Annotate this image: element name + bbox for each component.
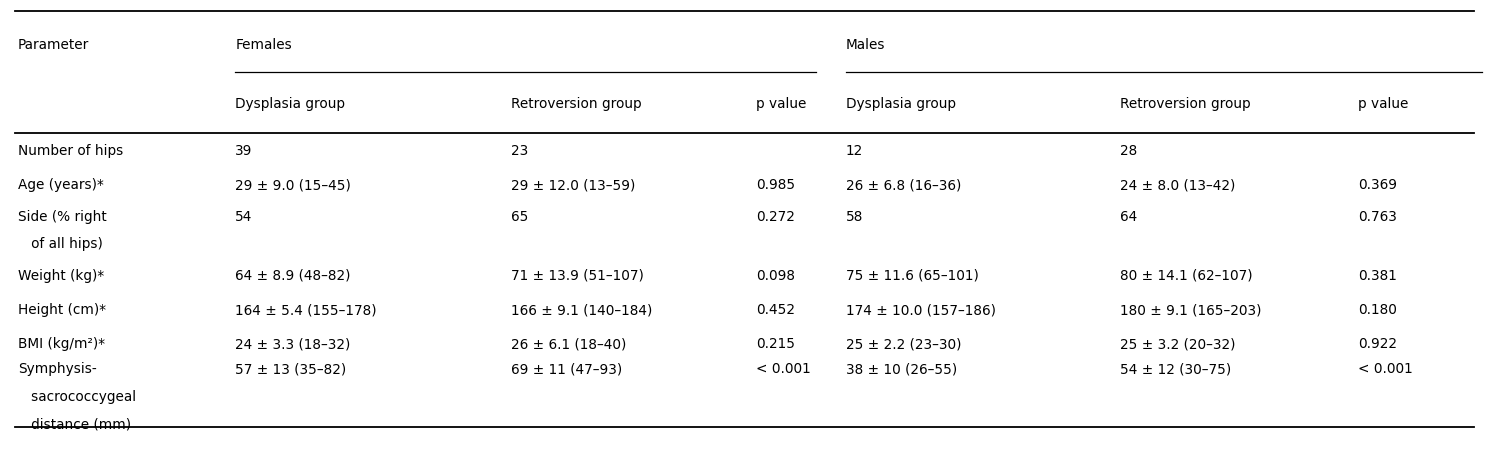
Text: Parameter: Parameter	[18, 38, 89, 52]
Text: < 0.001: < 0.001	[756, 361, 812, 376]
Text: 166 ± 9.1 (140–184): 166 ± 9.1 (140–184)	[511, 302, 652, 317]
Text: 38 ± 10 (26–55): 38 ± 10 (26–55)	[846, 361, 957, 376]
Text: Height (cm)*: Height (cm)*	[18, 302, 106, 317]
Text: 23: 23	[511, 143, 529, 158]
Text: Symphysis-: Symphysis-	[18, 361, 97, 376]
Text: BMI (kg/m²)*: BMI (kg/m²)*	[18, 337, 104, 351]
Text: Retroversion group: Retroversion group	[511, 97, 642, 111]
Text: 0.381: 0.381	[1358, 268, 1397, 282]
Text: 39: 39	[235, 143, 253, 158]
Text: Dysplasia group: Dysplasia group	[846, 97, 956, 111]
Text: 164 ± 5.4 (155–178): 164 ± 5.4 (155–178)	[235, 302, 377, 317]
Text: 24 ± 3.3 (18–32): 24 ± 3.3 (18–32)	[235, 337, 350, 351]
Text: < 0.001: < 0.001	[1358, 361, 1413, 376]
Text: Side (% right: Side (% right	[18, 209, 107, 223]
Text: 0.369: 0.369	[1358, 178, 1397, 192]
Text: 0.922: 0.922	[1358, 337, 1397, 351]
Text: 0.180: 0.180	[1358, 302, 1397, 317]
Text: 75 ± 11.6 (65–101): 75 ± 11.6 (65–101)	[846, 268, 978, 282]
Text: 65: 65	[511, 209, 529, 223]
Text: Weight (kg)*: Weight (kg)*	[18, 268, 104, 282]
Text: Retroversion group: Retroversion group	[1120, 97, 1251, 111]
Text: Females: Females	[235, 38, 292, 52]
Text: 29 ± 12.0 (13–59): 29 ± 12.0 (13–59)	[511, 178, 636, 192]
Text: 80 ± 14.1 (62–107): 80 ± 14.1 (62–107)	[1120, 268, 1252, 282]
Text: 0.272: 0.272	[756, 209, 795, 223]
Text: 25 ± 3.2 (20–32): 25 ± 3.2 (20–32)	[1120, 337, 1236, 351]
Text: p value: p value	[756, 97, 807, 111]
Text: 54 ± 12 (30–75): 54 ± 12 (30–75)	[1120, 361, 1231, 376]
Text: Males: Males	[846, 38, 886, 52]
Text: 0.763: 0.763	[1358, 209, 1397, 223]
Text: of all hips): of all hips)	[18, 237, 103, 251]
Text: Number of hips: Number of hips	[18, 143, 124, 158]
Text: Age (years)*: Age (years)*	[18, 178, 104, 192]
Text: 0.985: 0.985	[756, 178, 795, 192]
Text: 58: 58	[846, 209, 864, 223]
Text: 29 ± 9.0 (15–45): 29 ± 9.0 (15–45)	[235, 178, 351, 192]
Text: 0.098: 0.098	[756, 268, 795, 282]
Text: 12: 12	[846, 143, 864, 158]
Text: 24 ± 8.0 (13–42): 24 ± 8.0 (13–42)	[1120, 178, 1234, 192]
Text: 26 ± 6.8 (16–36): 26 ± 6.8 (16–36)	[846, 178, 960, 192]
Text: 64: 64	[1120, 209, 1138, 223]
Text: 25 ± 2.2 (23–30): 25 ± 2.2 (23–30)	[846, 337, 962, 351]
Text: 26 ± 6.1 (18–40): 26 ± 6.1 (18–40)	[511, 337, 625, 351]
Text: 28: 28	[1120, 143, 1138, 158]
Text: 180 ± 9.1 (165–203): 180 ± 9.1 (165–203)	[1120, 302, 1261, 317]
Text: 0.215: 0.215	[756, 337, 795, 351]
Text: 0.452: 0.452	[756, 302, 795, 317]
Text: 54: 54	[235, 209, 253, 223]
Text: 64 ± 8.9 (48–82): 64 ± 8.9 (48–82)	[235, 268, 351, 282]
Text: sacrococcygeal: sacrococcygeal	[18, 389, 135, 403]
Text: 71 ± 13.9 (51–107): 71 ± 13.9 (51–107)	[511, 268, 643, 282]
Text: 57 ± 13 (35–82): 57 ± 13 (35–82)	[235, 361, 347, 376]
Text: p value: p value	[1358, 97, 1409, 111]
Text: Dysplasia group: Dysplasia group	[235, 97, 345, 111]
Text: distance (mm): distance (mm)	[18, 416, 131, 431]
Text: 69 ± 11 (47–93): 69 ± 11 (47–93)	[511, 361, 622, 376]
Text: 174 ± 10.0 (157–186): 174 ± 10.0 (157–186)	[846, 302, 996, 317]
